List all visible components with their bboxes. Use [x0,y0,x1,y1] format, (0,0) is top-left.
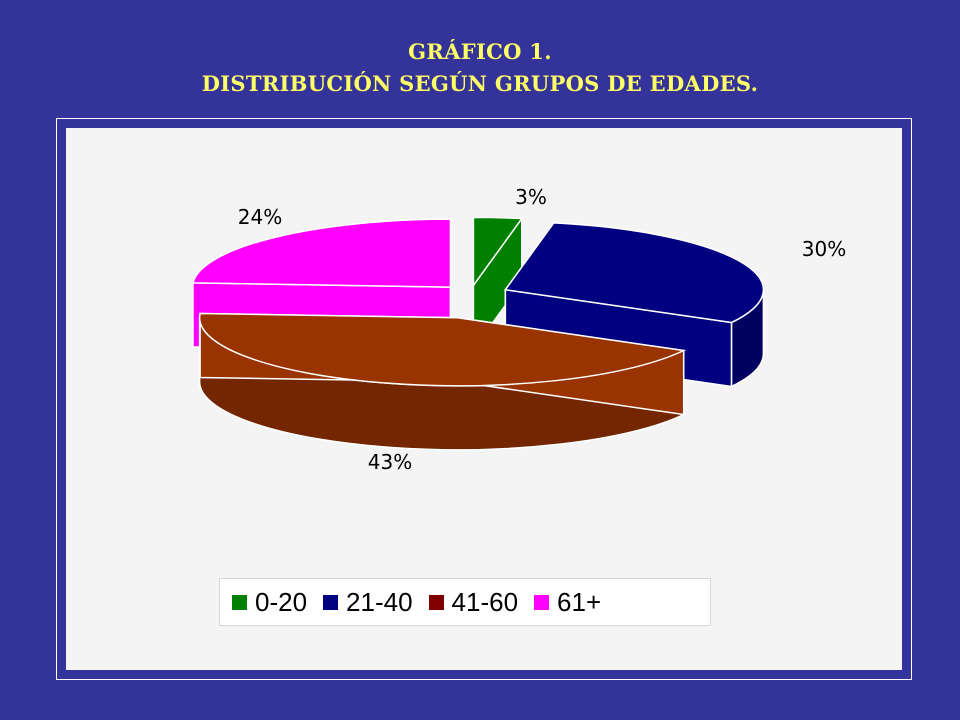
data-label-0-20: 3% [515,185,547,209]
legend-item-0-20: 0-20 [232,587,307,618]
data-label-61-plus: 24% [238,205,282,229]
legend-swatch-41-60 [428,594,444,610]
legend-swatch-21-40 [323,594,339,610]
pie-slice-41-60 [198,312,687,451]
legend: 0-20 21-40 41-60 61+ [219,578,711,626]
legend-label-21-40: 21-40 [346,586,413,617]
legend-label-61-plus: 61+ [557,586,602,617]
legend-swatch-61-plus [534,594,550,610]
data-label-41-60: 43% [368,450,412,474]
legend-item-41-60: 41-60 [428,586,519,618]
data-label-21-40: 30% [802,237,846,261]
chart-title-line-1: GRÁFICO 1. [408,39,552,64]
legend-swatch-0-20 [232,594,247,610]
chart-title-line-2: DISTRIBUCIÓN SEGÚN GRUPOS DE EDADES. [201,71,759,96]
chart-frame [56,118,912,680]
chart-title: GRÁFICO 1. DISTRIBUCIÓN SEGÚN GRUPOS DE … [0,36,960,100]
legend-label-41-60: 41-60 [451,586,519,617]
legend-label-0-20: 0-20 [255,586,308,617]
legend-item-61-plus: 61+ [534,587,601,618]
legend-item-21-40: 21-40 [323,587,413,618]
